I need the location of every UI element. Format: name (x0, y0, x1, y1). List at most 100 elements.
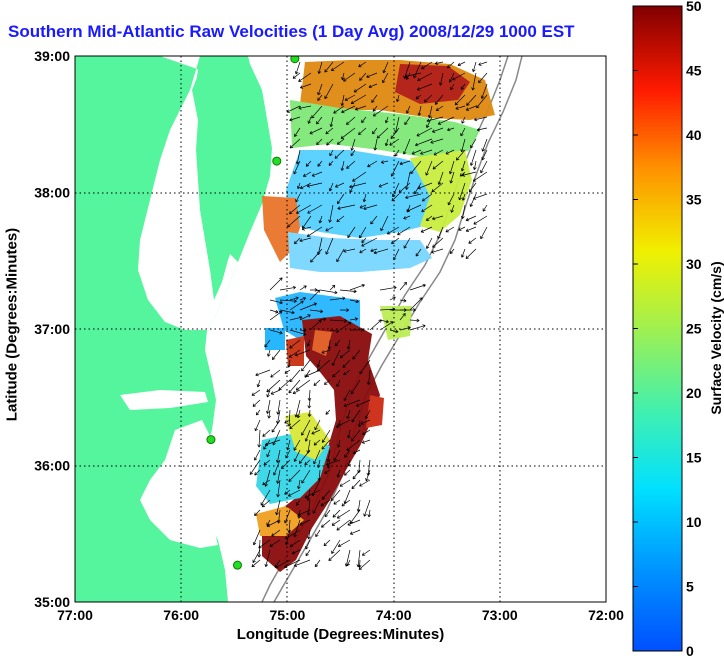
velocity-arrow (339, 308, 350, 312)
velocity-arrow (294, 349, 311, 357)
velocity-arrow (276, 479, 281, 498)
velocity-arrow (299, 285, 307, 291)
velocity-arrow (367, 160, 378, 168)
velocity-arrow (349, 327, 365, 332)
velocity-arrow (310, 248, 323, 263)
velocity-arrow (307, 399, 312, 409)
velocity-arrow (350, 94, 367, 105)
x-tick-label: 73:00 (482, 607, 518, 623)
velocity-arrow (328, 160, 334, 166)
y-tick-labels: 39:00 38:00 37:00 36:00 35:00 (34, 48, 70, 610)
velocity-arrow (249, 459, 261, 475)
velocity-arrow (337, 204, 356, 210)
velocity-arrow (284, 559, 301, 569)
velocity-arrow (465, 248, 477, 259)
velocity-arrow (271, 419, 281, 433)
velocity-arrow (344, 449, 351, 458)
velocity-arrow (461, 204, 466, 220)
colorbar-tick: 35 (686, 192, 702, 208)
velocity-arrow (339, 349, 351, 359)
x-tick-label: 77:00 (57, 607, 93, 623)
velocity-arrow (461, 193, 466, 201)
velocity-arrow (437, 171, 444, 185)
velocity-arrow (378, 182, 389, 188)
velocity-arrow (252, 549, 261, 563)
velocity-arrow (311, 105, 323, 119)
velocity-arrow (325, 409, 331, 415)
x-tick-label: 75:00 (269, 607, 305, 623)
velocity-arrow (343, 399, 361, 408)
y-tick-label: 35:00 (34, 594, 70, 610)
pamlico-sound (140, 420, 218, 548)
velocity-arrow (301, 419, 311, 436)
velocity-arrow (427, 105, 433, 119)
velocity-arrow (264, 439, 281, 447)
velocity-arrow (402, 138, 411, 155)
velocity-arrow (346, 409, 351, 420)
velocity-arrow (480, 160, 488, 174)
velocity-arrow (329, 284, 336, 291)
velocity-arrow (367, 509, 372, 518)
velocity-arrow (460, 160, 466, 172)
velocity-arrow (301, 469, 311, 484)
velocity-arrow (351, 479, 361, 490)
velocity-arrow (465, 226, 477, 232)
velocity-arrow (399, 313, 406, 321)
velocity-arrow (307, 204, 323, 214)
velocity-arrow (358, 127, 367, 135)
velocity-arrow (312, 499, 321, 514)
velocity-arrow (289, 138, 301, 149)
velocity-arrow (480, 83, 488, 99)
albemarle-sound (120, 390, 208, 410)
velocity-arrow (289, 116, 301, 122)
velocity-arrow (275, 449, 281, 463)
velocity-arrow (295, 379, 311, 391)
velocity-arrow (349, 283, 365, 291)
velocity-arrow (349, 299, 359, 304)
velocity-arrow (288, 204, 301, 215)
velocity-arrow (373, 138, 378, 151)
velocity-arrow (363, 204, 378, 211)
velocity-arrow (299, 182, 312, 190)
velocity-arrow (445, 226, 455, 233)
velocity-arrow (352, 449, 361, 455)
velocity-arrow (361, 549, 371, 556)
velocity-arrow (337, 138, 345, 145)
velocity-arrow (294, 61, 301, 75)
velocity-arrow (252, 529, 261, 546)
velocity-arrow (382, 61, 389, 74)
velocity-arrow (260, 489, 271, 506)
velocity-arrow (329, 116, 334, 127)
velocity-arrow (415, 248, 422, 257)
velocity-arrow (466, 94, 477, 106)
velocity-arrow (299, 296, 307, 301)
velocity-arrow (360, 419, 371, 425)
velocity-arrow (279, 299, 297, 303)
velocity-arrow (457, 61, 466, 67)
colorbar-tick: 30 (686, 256, 702, 272)
velocity-arrow (355, 105, 367, 111)
velocity-arrow (273, 459, 281, 476)
velocity-arrow (386, 226, 400, 235)
velocity-arrow (316, 237, 323, 255)
velocity-arrow (398, 182, 411, 193)
velocity-arrow (281, 459, 291, 470)
velocity-arrow (450, 204, 455, 213)
velocity-arrow (267, 409, 271, 419)
colorbar-tick-labels: 0 5 10 15 20 25 30 35 40 45 50 (633, 0, 702, 659)
velocity-arrow (313, 439, 321, 446)
delmarva-peninsula (195, 56, 256, 300)
velocity-arrow (447, 127, 455, 132)
velocity-arrow (448, 160, 455, 175)
velocity-arrow (350, 379, 361, 395)
velocity-arrow (350, 149, 356, 157)
velocity-arrow (328, 204, 334, 223)
velocity-arrow (296, 204, 312, 214)
velocity-arrow (380, 160, 389, 164)
velocity-arrow (406, 204, 422, 213)
velocity-arrow (325, 127, 334, 135)
velocity-arrow (390, 160, 400, 177)
velocity-arrow (329, 296, 346, 301)
velocity-arrow (423, 94, 433, 103)
velocity-arrow (421, 193, 433, 202)
